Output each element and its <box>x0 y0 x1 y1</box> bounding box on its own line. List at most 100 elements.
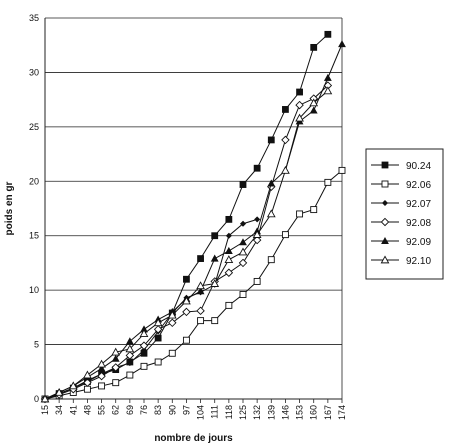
x-tick-label: 55 <box>97 405 107 415</box>
data-point <box>54 387 64 396</box>
data-point <box>324 178 332 186</box>
y-tick-label: 20 <box>29 176 39 186</box>
legend-item: 92.08 <box>371 217 431 229</box>
y-tick-label: 0 <box>34 394 39 404</box>
legend-item: 92.07 <box>371 199 431 210</box>
data-point <box>266 209 276 218</box>
data-point <box>323 73 332 81</box>
data-point <box>111 347 121 356</box>
data-point <box>239 220 247 227</box>
data-point <box>224 246 233 254</box>
data-point <box>211 317 219 325</box>
x-tick-label: 69 <box>125 405 135 415</box>
x-tick-label: 104 <box>196 405 206 420</box>
data-point <box>253 277 261 285</box>
data-point <box>238 247 248 256</box>
grid-layer <box>45 17 342 400</box>
x-tick-label: 118 <box>224 405 234 419</box>
data-point <box>97 371 106 381</box>
x-tick-label: 15 <box>40 405 50 415</box>
data-point <box>83 378 92 387</box>
data-point <box>225 215 233 223</box>
data-point <box>97 364 106 372</box>
data-point <box>40 394 50 403</box>
data-point <box>295 113 304 122</box>
data-point <box>126 360 133 367</box>
data-point <box>323 86 333 95</box>
data-point <box>126 371 134 379</box>
data-point <box>98 382 106 390</box>
series-90.24 <box>41 30 332 403</box>
x-tick-label: 139 <box>266 405 276 420</box>
series-92.07 <box>41 216 261 403</box>
data-point <box>281 231 289 239</box>
data-point <box>139 341 149 350</box>
x-tick-label: 132 <box>252 405 262 420</box>
data-point <box>225 301 233 309</box>
data-point <box>252 235 262 245</box>
data-point <box>310 43 318 51</box>
data-point <box>153 325 163 334</box>
data-point <box>183 275 190 283</box>
x-tick-label: 48 <box>82 405 92 415</box>
data-point <box>296 210 304 218</box>
data-point <box>83 370 92 379</box>
data-point <box>112 379 120 387</box>
legend-marker <box>381 161 389 169</box>
legend-marker <box>381 236 389 245</box>
legend-marker <box>381 180 389 188</box>
x-tick-label: 34 <box>54 405 64 415</box>
data-point <box>281 165 290 174</box>
data-point <box>211 232 219 240</box>
data-point <box>140 346 148 354</box>
data-point <box>253 164 261 172</box>
x-axis-label: nombre de jours <box>154 433 233 444</box>
data-point <box>182 307 191 317</box>
data-point <box>168 318 177 328</box>
x-tick-label: 153 <box>295 405 305 420</box>
y-tick-label: 35 <box>29 13 39 23</box>
data-point <box>309 106 318 114</box>
legend-label: 92.09 <box>406 237 431 248</box>
data-point <box>196 281 205 290</box>
x-tick-label: 62 <box>111 405 121 415</box>
series-92.10 <box>40 86 333 403</box>
legend-item: 92.06 <box>371 180 431 191</box>
x-tick-label: 167 <box>323 405 333 420</box>
x-tick-label: 41 <box>68 405 78 415</box>
series-line <box>44 43 343 400</box>
y-axis-label: poids en gr <box>4 181 15 235</box>
x-tick-label: 146 <box>280 405 290 420</box>
series-92.08 <box>40 81 333 404</box>
legend-label: 92.07 <box>406 199 431 210</box>
data-point <box>125 351 135 360</box>
legend-label: 92.10 <box>406 256 431 267</box>
data-point <box>239 238 247 246</box>
x-tick-label: 83 <box>153 405 163 415</box>
data-point <box>182 296 191 305</box>
data-point <box>224 255 234 263</box>
x-tick-label: 125 <box>238 405 248 420</box>
data-point <box>267 256 275 264</box>
data-point <box>168 349 176 357</box>
data-point <box>197 317 205 325</box>
data-point <box>111 363 120 372</box>
y-tick-label: 5 <box>34 340 39 350</box>
data-point <box>111 354 120 362</box>
data-point <box>196 287 205 295</box>
legend-label: 90.24 <box>406 161 431 172</box>
data-point <box>210 279 220 287</box>
x-tick-label: 97 <box>181 405 191 415</box>
legend-label: 92.08 <box>406 218 431 229</box>
data-point <box>239 291 247 298</box>
series-layer <box>40 30 346 404</box>
series-line <box>44 85 329 400</box>
data-point <box>125 344 135 353</box>
data-point <box>154 334 162 342</box>
data-point <box>267 179 276 187</box>
x-tick-label: 111 <box>210 405 220 419</box>
data-point <box>140 362 148 370</box>
data-point <box>309 98 319 107</box>
